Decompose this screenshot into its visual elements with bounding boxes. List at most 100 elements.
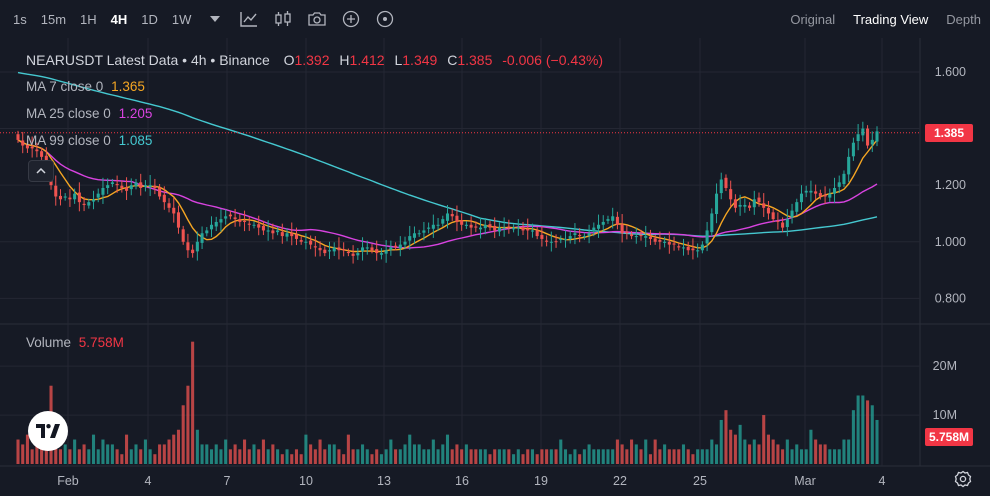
volume-bar <box>370 454 374 464</box>
volume-bar <box>63 444 67 464</box>
volume-bar <box>384 449 388 464</box>
volume-bar <box>464 444 468 464</box>
price-chart[interactable]: 1.600 1.200 1.000 0.800 20M 10M Feb 4 7 10 13 16 19… <box>0 38 990 496</box>
plus-circle-icon[interactable] <box>334 0 368 38</box>
candle-body <box>436 224 440 226</box>
price-axis: 1.600 1.200 1.000 0.800 20M 10M <box>933 65 966 422</box>
timeframe-1w[interactable]: 1W <box>171 11 192 27</box>
timeframe-4h[interactable]: 4H <box>110 11 128 27</box>
candle-body <box>176 212 181 228</box>
camera-icon[interactable] <box>300 0 334 38</box>
candle-body <box>238 219 242 222</box>
crosshair-icon[interactable] <box>368 0 402 38</box>
candle-body <box>663 241 667 243</box>
view-depth[interactable]: Depth <box>946 11 981 27</box>
candle-body <box>601 221 605 225</box>
candle-body <box>323 249 327 254</box>
volume-bar <box>309 444 313 464</box>
candle-body <box>299 240 303 242</box>
indicators-icon[interactable] <box>232 0 266 38</box>
price-tick-label: 1.600 <box>935 65 966 79</box>
timeframe-1h[interactable]: 1H <box>80 11 97 27</box>
volume-bar <box>729 429 733 464</box>
volume-bar <box>261 439 265 464</box>
volume-bar <box>823 444 827 464</box>
timeframe-1d[interactable]: 1D <box>141 11 158 27</box>
volume-bar <box>606 449 610 464</box>
timeframe-1s[interactable]: 1s <box>13 11 27 27</box>
volume-bar <box>422 449 426 464</box>
volume-bar <box>875 419 879 464</box>
volume-bar <box>191 341 195 464</box>
volume-bar <box>696 449 700 464</box>
volume-bar <box>417 444 421 464</box>
tradingview-logo[interactable] <box>28 411 68 451</box>
collapse-legend-button[interactable] <box>28 160 54 182</box>
volume-bar <box>243 439 247 464</box>
volume-tick-label: 10M <box>933 408 957 422</box>
candle-body <box>710 213 714 233</box>
candle-body <box>573 233 577 235</box>
volume-bar <box>488 454 492 464</box>
volume-bar <box>450 449 454 464</box>
timeframe-15m[interactable]: 15m <box>40 11 67 27</box>
candle-body <box>361 247 365 252</box>
candle-body <box>611 216 615 221</box>
candle-body <box>700 244 704 251</box>
candle-body <box>875 131 879 142</box>
candle-body <box>639 234 643 237</box>
candle-body <box>337 247 341 251</box>
volume-bar <box>238 449 242 464</box>
volume-bar <box>714 444 719 464</box>
chevron-down-icon[interactable] <box>198 0 232 38</box>
volume-bar <box>540 449 544 464</box>
volume-bar <box>431 439 435 464</box>
candle-body <box>809 190 813 193</box>
candle-body <box>743 204 747 207</box>
volume-bar <box>299 454 303 464</box>
candle-body <box>851 142 855 157</box>
candle-body <box>427 227 431 229</box>
candle-body <box>87 202 91 206</box>
candle-body <box>106 185 110 188</box>
candle-body <box>832 187 837 194</box>
candle-body <box>403 241 407 245</box>
ma99-legend: MA 99 close 0 1.085 <box>26 133 153 148</box>
candle-body <box>290 232 294 237</box>
volume-bar <box>733 434 737 464</box>
volume-bar <box>710 439 714 464</box>
candle-body <box>365 247 369 249</box>
candle-body <box>729 189 733 200</box>
volume-bar <box>280 454 284 464</box>
volume-bar <box>427 449 431 464</box>
candle-body <box>16 134 20 140</box>
candle-body <box>294 234 299 239</box>
volume-bar <box>106 444 110 464</box>
candle-body <box>271 230 275 234</box>
candle-body <box>771 212 775 220</box>
volume-legend: Volume 5.758M <box>26 335 124 350</box>
candle-body <box>82 203 86 205</box>
volume-bar <box>568 454 572 464</box>
ma7-legend: MA 7 close 0 1.365 <box>26 79 145 94</box>
volume-bar <box>601 449 605 464</box>
volume-bar <box>625 449 629 464</box>
volume-bar <box>686 449 690 464</box>
candle-body <box>606 219 610 221</box>
settings-button[interactable] <box>950 466 976 492</box>
candle-body <box>672 243 676 245</box>
volume-tick-label: 20M <box>933 359 957 373</box>
candle-body <box>233 217 237 220</box>
candle-body <box>384 250 388 254</box>
volume-bar <box>162 444 166 464</box>
view-original[interactable]: Original <box>790 11 836 27</box>
candle-body <box>181 229 185 242</box>
toolbar: 1s 15m 1H 4H 1D 1W <box>0 0 990 38</box>
view-trading-view[interactable]: Trading View <box>853 11 929 27</box>
candle-style-icon[interactable] <box>266 0 300 38</box>
candle-body <box>748 205 752 208</box>
volume-bar <box>639 449 643 464</box>
candle-body <box>422 230 426 233</box>
candle-body <box>781 222 785 228</box>
candle-body <box>450 214 454 217</box>
